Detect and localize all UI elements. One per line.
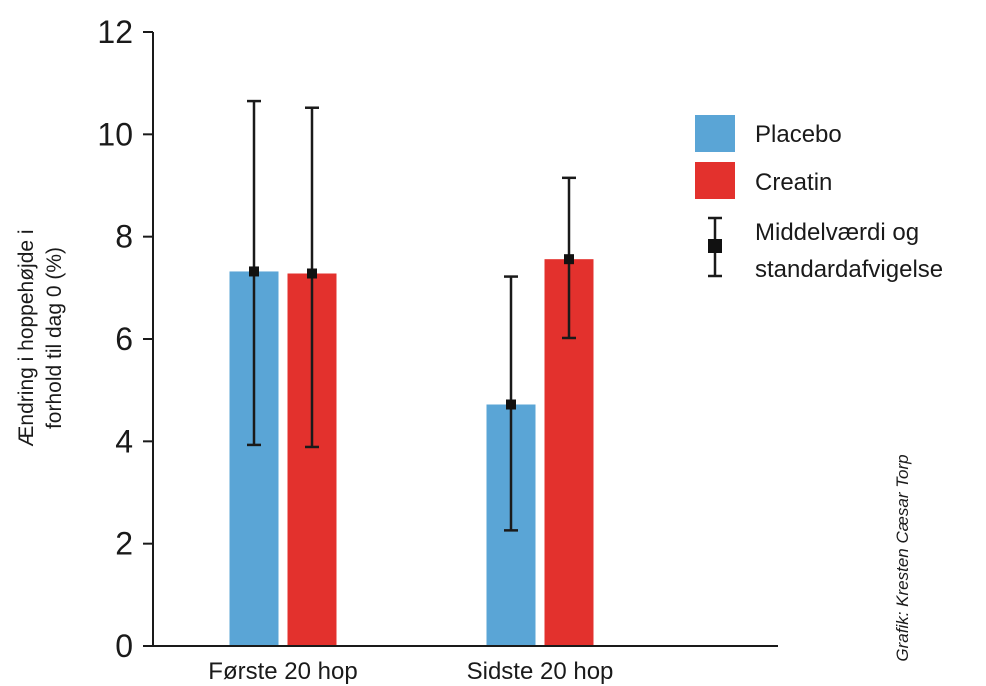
legend-swatch-placebo xyxy=(695,115,735,152)
legend-label-placebo: Placebo xyxy=(755,121,842,148)
mean-marker-creatin-0 xyxy=(307,268,317,279)
legend-label-error-line-1: Middelværdi og xyxy=(755,219,919,246)
legend-swatch-creatin xyxy=(695,162,735,199)
y-tick-label-6: 12 xyxy=(97,14,133,50)
mean-marker-creatin-1 xyxy=(564,254,574,265)
y-axis-title-line-1: Ændring i hoppehøjde i xyxy=(15,229,38,446)
y-tick-label-4: 8 xyxy=(115,219,133,255)
bars xyxy=(229,259,594,646)
x-tick-label-forste: Første 20 hop xyxy=(208,658,357,685)
x-tick-label-sidste: Sidste 20 hop xyxy=(467,658,614,685)
legend-errorbar-icon xyxy=(708,216,722,278)
y-tick-label-5: 10 xyxy=(97,116,133,152)
credit-text: Grafik: Kresten Cæsar Torp xyxy=(893,454,912,661)
y-tick-label-3: 6 xyxy=(115,321,133,357)
y-axis-ticks: 0 2 4 6 8 10 12 xyxy=(97,14,153,664)
legend-label-creatin: Creatin xyxy=(755,169,832,196)
legend-label-error-line-2: standardafvigelse xyxy=(755,256,943,283)
mean-marker-placebo-0 xyxy=(249,266,259,277)
y-tick-label-1: 2 xyxy=(115,526,133,562)
y-tick-label-2: 4 xyxy=(115,423,133,459)
y-tick-label-0: 0 xyxy=(115,628,133,664)
legend: Placebo Creatin Middelværdi og standarda… xyxy=(695,115,943,283)
error-bars xyxy=(247,99,576,532)
mean-marker-placebo-1 xyxy=(506,399,516,410)
y-axis-title-line-2: forhold til dag 0 (%) xyxy=(43,247,66,429)
